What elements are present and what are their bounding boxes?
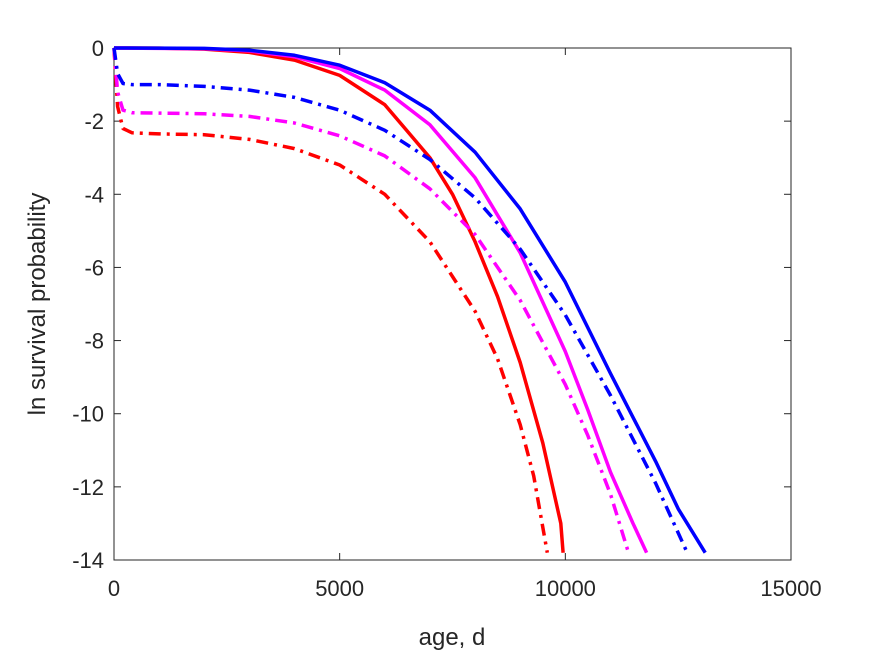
x-axis-label: age, d (419, 624, 486, 651)
y-tick-label: -14 (72, 548, 104, 573)
x-tick-label: 15000 (760, 576, 821, 601)
axis-ticks: 0 5000 10000 15000 0 -2 -4 -6 -8 -10 -12 -14 (72, 36, 821, 601)
y-tick-label: -2 (84, 109, 104, 134)
plot-area (113, 47, 792, 561)
y-tick-label: -6 (84, 255, 104, 280)
y-tick-label: -12 (72, 475, 104, 500)
y-tick-label: -10 (72, 402, 104, 427)
x-tick-label: 0 (108, 576, 120, 601)
y-tick-label: -4 (84, 182, 104, 207)
x-tick-label: 5000 (315, 576, 364, 601)
y-axis-label: ln survival probability (24, 193, 51, 416)
series-line-4 (112, 47, 550, 554)
y-tick-label: -8 (84, 329, 104, 354)
x-tick-label: 10000 (535, 576, 596, 601)
series-group (112, 46, 707, 554)
series-line-3 (113, 46, 707, 554)
y-tick-label: 0 (92, 36, 104, 61)
series-line-6 (112, 47, 689, 554)
